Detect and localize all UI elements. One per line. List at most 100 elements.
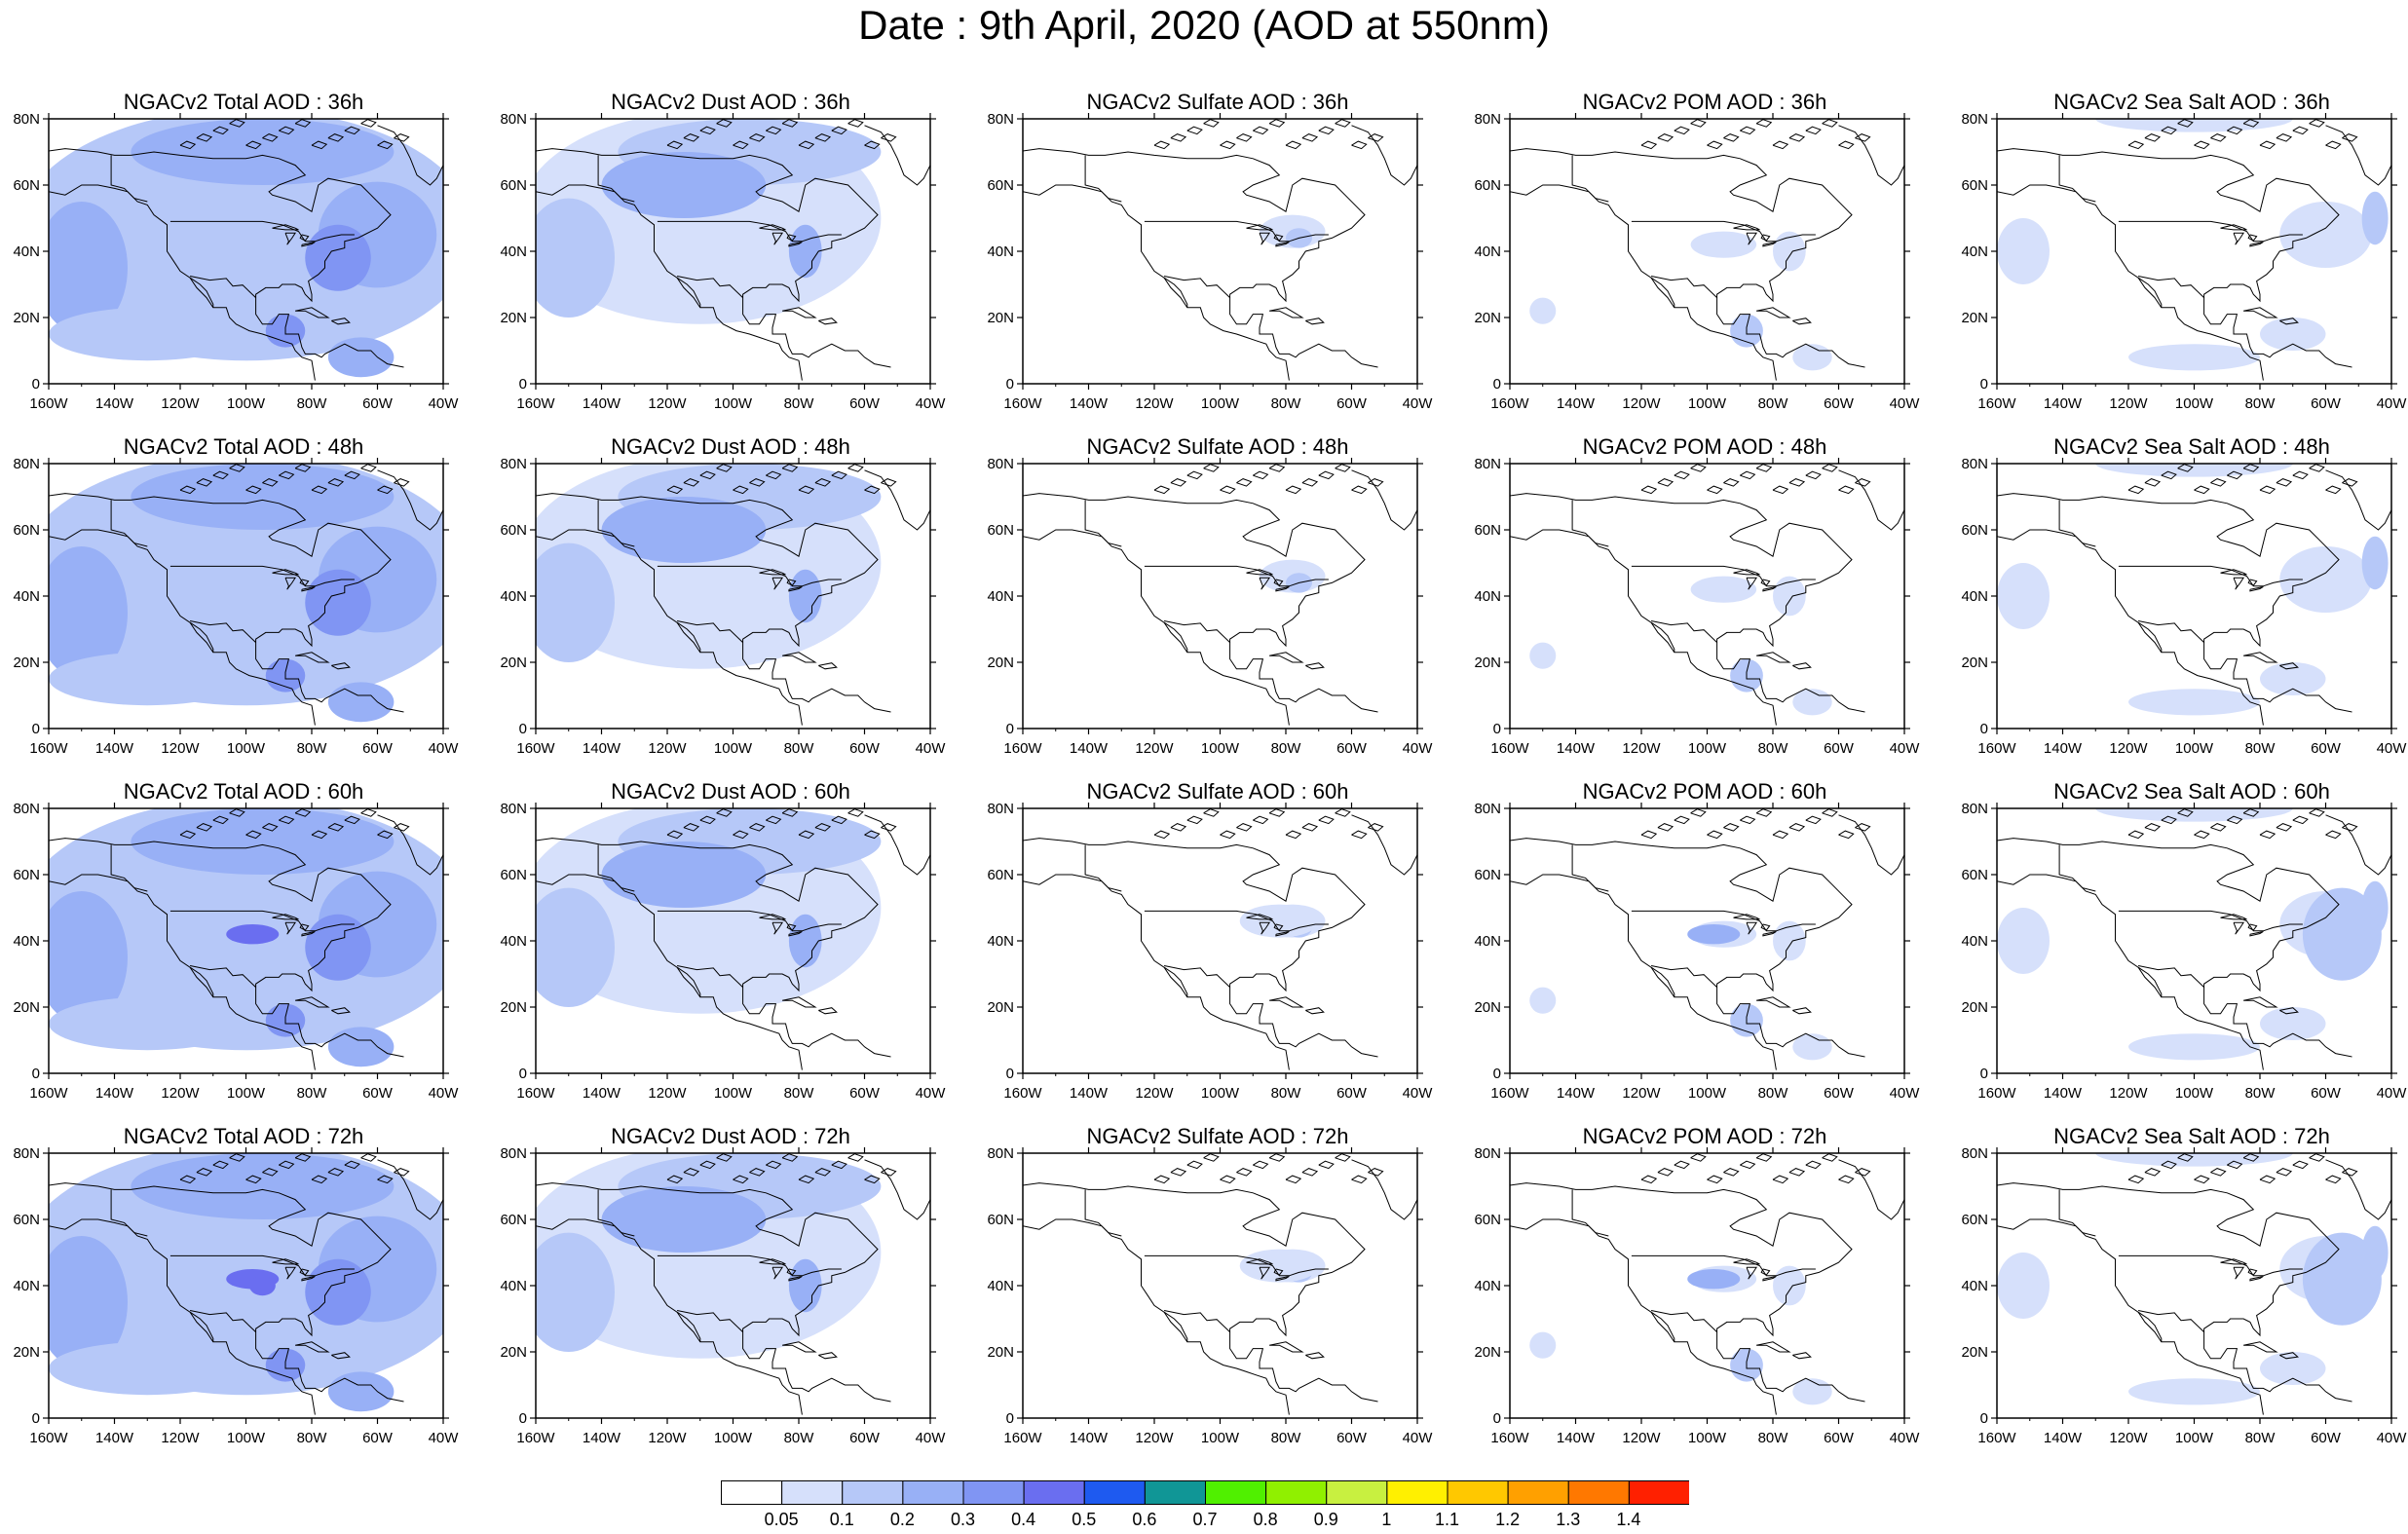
aod-contour: [327, 1027, 395, 1067]
lon-tick-label: 100W: [1688, 1085, 1727, 1102]
island-outline: [699, 126, 716, 135]
aod-contour: [1529, 642, 1557, 669]
aod-contour: [131, 1153, 395, 1219]
lat-tick-label: 0: [1493, 376, 1501, 393]
map-svg: 80N 60N 40N 20N 0 160W 140W 120W 100W 80W 60W 40W: [13, 111, 459, 412]
island-outline: [1285, 485, 1302, 495]
island-outline: [2161, 1160, 2177, 1170]
lat-tick-label: 80N: [1961, 111, 1988, 128]
aod-contour: [1997, 218, 2050, 284]
island-outline: [1755, 464, 1773, 472]
island-outline: [749, 823, 766, 832]
panel-title: NGACv2 Sulfate AOD : 48h: [1086, 434, 1349, 459]
coastline: [295, 652, 330, 663]
island-outline: [2309, 464, 2325, 472]
island-outline: [1335, 808, 1351, 817]
lon-tick-label: 160W: [1977, 395, 2016, 412]
map-background: [1023, 808, 1417, 1073]
island-outline: [1153, 1175, 1171, 1184]
lat-tick-label: 80N: [1474, 1145, 1501, 1162]
lake-outline: [272, 914, 299, 920]
country-border: [2058, 500, 2096, 547]
panel-title: NGACv2 Sea Salt AOD : 36h: [2053, 90, 2330, 114]
coastline: [1305, 1007, 1325, 1015]
lat-tick-label: 60N: [1961, 177, 1988, 194]
island-outline: [1236, 133, 1253, 142]
lon-tick-label: 140W: [95, 1085, 134, 1102]
aod-contour: [1529, 987, 1557, 1014]
map-panel-pom-72h: 80N 60N 40N 20N 0 160W 140W 120W 100W 80W 60W 40W NG…: [1461, 1124, 1948, 1469]
coastline: [676, 621, 701, 653]
coastline: [189, 621, 214, 653]
lake-outline: [2220, 569, 2247, 576]
lake-outline: [1273, 923, 1284, 931]
country-border: [2138, 276, 2204, 298]
lat-tick-label: 80N: [500, 456, 527, 472]
country-border: [110, 155, 148, 203]
coastline: [2279, 1352, 2299, 1360]
colorbar-swatch: [1567, 1480, 1630, 1505]
lake-outline: [1760, 1268, 1771, 1276]
lat-tick-label: 80N: [987, 456, 1014, 472]
lon-tick-label: 60W: [362, 1430, 394, 1446]
island-outline: [2292, 470, 2309, 480]
coastline: [1269, 996, 1304, 1008]
lon-tick-label: 100W: [1688, 395, 1727, 412]
lon-tick-label: 40W: [2377, 740, 2408, 757]
lake-outline: [2249, 931, 2264, 937]
lat-tick-label: 40N: [500, 243, 527, 260]
lake-outline: [759, 914, 786, 920]
island-outline: [360, 119, 377, 128]
map-panel-dust-48h: 80N 60N 40N 20N 0 160W 140W 120W 100W 80W 60W 40W NG…: [487, 434, 974, 779]
lat-tick-label: 60N: [1961, 522, 1988, 539]
island-outline: [1805, 470, 1822, 480]
country-border: [2058, 844, 2096, 892]
aod-contour: [49, 1341, 246, 1396]
map-content: [1023, 808, 1417, 1073]
aod-contour: [1773, 1265, 1806, 1306]
map-panel-dust-36h: 80N 60N 40N 20N 0 160W 140W 120W 100W 80W 60W 40W NG…: [487, 90, 974, 434]
island-outline: [1318, 126, 1335, 135]
lat-tick-label: 0: [1980, 1410, 1988, 1427]
lon-tick-label: 40W: [1403, 395, 1434, 412]
aod-contour: [1687, 924, 1741, 945]
island-outline: [279, 126, 295, 135]
lat-tick-label: 20N: [500, 310, 527, 326]
island-outline: [262, 133, 279, 142]
country-border: [190, 620, 256, 643]
aod-contour: [2095, 808, 2293, 822]
island-outline: [1351, 485, 1368, 495]
country-border: [597, 844, 635, 892]
island-outline: [1153, 830, 1171, 840]
aod-contour: [1239, 904, 1319, 938]
lake-outline: [1273, 234, 1284, 242]
island-outline: [1640, 830, 1658, 840]
lat-tick-label: 40N: [1474, 243, 1501, 260]
coastline: [49, 1218, 316, 1415]
island-outline: [1855, 133, 1871, 142]
island-outline: [1268, 808, 1286, 817]
lon-tick-label: 80W: [1271, 740, 1302, 757]
island-outline: [814, 478, 832, 487]
island-outline: [344, 470, 360, 480]
country-border: [110, 500, 148, 547]
country-border: [169, 1254, 355, 1277]
lat-tick-label: 40N: [500, 1278, 527, 1294]
lake-outline: [1733, 1258, 1760, 1265]
island-outline: [716, 464, 733, 472]
lake-outline: [771, 232, 784, 245]
lat-tick-label: 20N: [1474, 655, 1501, 671]
coastline: [1650, 1311, 1675, 1342]
island-outline: [377, 1175, 394, 1184]
island-outline: [1335, 1153, 1351, 1162]
lat-tick-label: 20N: [987, 1344, 1014, 1361]
island-outline: [814, 1168, 832, 1177]
colorbar-label: 0.6: [1132, 1510, 1156, 1529]
island-outline: [683, 478, 700, 487]
lake-outline: [1246, 569, 1273, 576]
aod-contour: [1773, 576, 1806, 617]
island-outline: [864, 140, 881, 150]
lon-tick-label: 120W: [648, 395, 687, 412]
lat-tick-label: 80N: [13, 1145, 40, 1162]
island-outline: [814, 823, 832, 832]
